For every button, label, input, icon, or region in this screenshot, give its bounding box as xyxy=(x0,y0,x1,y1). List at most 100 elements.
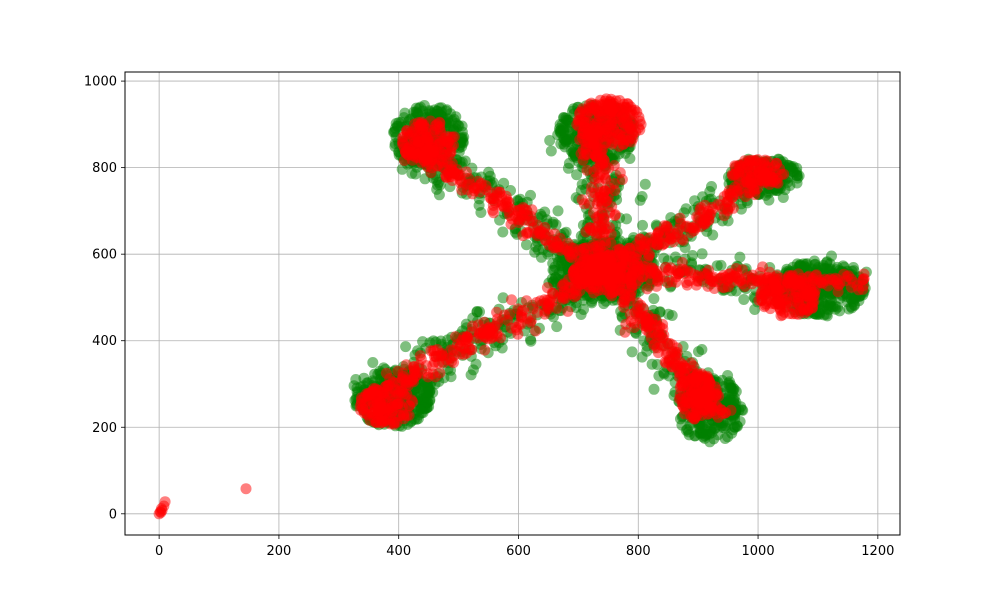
scatter-point xyxy=(651,342,663,354)
scatter-point xyxy=(159,496,171,508)
scatter-point xyxy=(696,344,708,355)
scatter-point xyxy=(808,290,819,302)
scatter-point xyxy=(653,226,665,238)
scatter-point xyxy=(834,305,846,317)
scatter-point xyxy=(448,167,460,179)
scatter-point xyxy=(637,302,649,314)
scatter-point xyxy=(577,128,589,140)
scatter-point xyxy=(595,110,607,122)
scatter-point xyxy=(240,483,252,495)
x-tick-label: 0 xyxy=(155,544,163,559)
x-tick-label: 1000 xyxy=(742,544,775,559)
scatter-point xyxy=(581,164,593,176)
scatter-point xyxy=(525,335,537,347)
scatter-point xyxy=(751,157,763,169)
scatter-point xyxy=(585,187,597,199)
scatter-point xyxy=(491,186,503,198)
y-tick-label: 0 xyxy=(109,507,117,522)
scatter-point xyxy=(617,131,629,143)
scatter-point xyxy=(740,191,752,203)
scatter-point xyxy=(545,145,557,157)
scatter-point xyxy=(637,219,648,231)
scatter-point xyxy=(798,302,810,314)
scatter-point xyxy=(369,402,381,414)
x-tick-label: 200 xyxy=(267,544,292,559)
scatter-point xyxy=(434,367,446,379)
scatter-point xyxy=(550,235,562,247)
scatter-point xyxy=(506,213,518,225)
scatter-point xyxy=(664,337,676,349)
scatter-point xyxy=(558,279,570,291)
scatter-point xyxy=(600,124,612,136)
scatter-point xyxy=(450,111,462,123)
scatter-point xyxy=(708,283,720,294)
scatter-point xyxy=(459,155,471,167)
scatter-point xyxy=(771,158,783,169)
scatter-point xyxy=(648,293,660,305)
scatter-point xyxy=(793,170,805,182)
scatter-point xyxy=(458,331,470,343)
scatter-point xyxy=(501,200,513,212)
scatter-point xyxy=(521,295,532,307)
scatter-point xyxy=(673,268,684,280)
scatter-point xyxy=(639,243,651,255)
scatter-point xyxy=(601,273,613,285)
scatter-point xyxy=(736,264,748,276)
scatter-point xyxy=(521,239,532,251)
scatter-point xyxy=(608,160,620,171)
scatter-point xyxy=(594,264,606,276)
scatter-point xyxy=(792,292,804,304)
scatter-point xyxy=(810,270,822,282)
scatter-point xyxy=(367,357,379,368)
scatter-point xyxy=(433,189,445,201)
scatter-point xyxy=(574,106,586,118)
scatter-point xyxy=(609,210,621,222)
scatter-point xyxy=(494,214,506,226)
scatter-point xyxy=(448,350,460,361)
x-tick-label: 1200 xyxy=(861,544,894,559)
scatter-point xyxy=(616,174,628,185)
scatter-point xyxy=(531,306,543,318)
scatter-point xyxy=(699,218,711,230)
scatter-point xyxy=(647,236,659,248)
scatter-point xyxy=(584,269,595,281)
scatter-point xyxy=(470,358,482,370)
scatter-point xyxy=(434,130,446,142)
scatter-point xyxy=(515,318,527,330)
scatter-point xyxy=(634,233,646,245)
scatter-point xyxy=(599,98,611,110)
scatter-point xyxy=(408,132,420,144)
scatter-point xyxy=(558,243,570,255)
scatter-point xyxy=(421,132,432,144)
scatter-point xyxy=(427,144,439,156)
scatter-point xyxy=(639,178,651,190)
scatter-point xyxy=(699,199,711,211)
plot-area-frame xyxy=(124,71,901,536)
scatter-point xyxy=(618,301,630,313)
scatter-point xyxy=(479,344,491,356)
scatter-point xyxy=(787,161,799,173)
scatter-point xyxy=(371,416,383,428)
scatter-point xyxy=(598,213,610,225)
scatter-point xyxy=(562,305,574,317)
scatter-point xyxy=(686,411,698,423)
scatter-point xyxy=(679,375,691,387)
scatter-point xyxy=(625,315,637,327)
scatter-point xyxy=(711,260,723,272)
scatter-point xyxy=(464,344,476,356)
scatter-point xyxy=(666,361,678,373)
scatter-point xyxy=(416,367,428,379)
scatter-point xyxy=(488,207,500,219)
scatter-point xyxy=(738,294,750,305)
scatter-point xyxy=(677,234,689,246)
scatter-point xyxy=(484,323,496,335)
scatter-point xyxy=(581,148,593,160)
scatter-point xyxy=(574,244,586,255)
y-tick-label: 600 xyxy=(92,248,117,263)
scatter-point xyxy=(726,427,738,439)
scatter-point xyxy=(433,116,445,128)
y-tick-label: 1000 xyxy=(84,75,117,90)
scatter-point xyxy=(679,403,691,415)
scatter-point xyxy=(787,308,798,320)
x-tick-label: 600 xyxy=(506,544,531,559)
